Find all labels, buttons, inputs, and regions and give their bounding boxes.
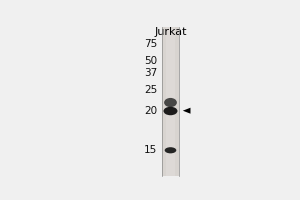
Text: 37: 37 — [144, 68, 157, 78]
Bar — [166, 27, 175, 176]
Text: 75: 75 — [144, 39, 157, 49]
Text: 50: 50 — [144, 56, 157, 66]
Polygon shape — [183, 108, 190, 114]
Ellipse shape — [164, 107, 178, 115]
Text: Jurkat: Jurkat — [155, 27, 188, 37]
Bar — [162, 27, 179, 176]
Text: 25: 25 — [144, 85, 157, 95]
Ellipse shape — [165, 147, 176, 153]
Text: 20: 20 — [144, 106, 157, 116]
Text: 15: 15 — [144, 145, 157, 155]
Ellipse shape — [164, 98, 177, 107]
